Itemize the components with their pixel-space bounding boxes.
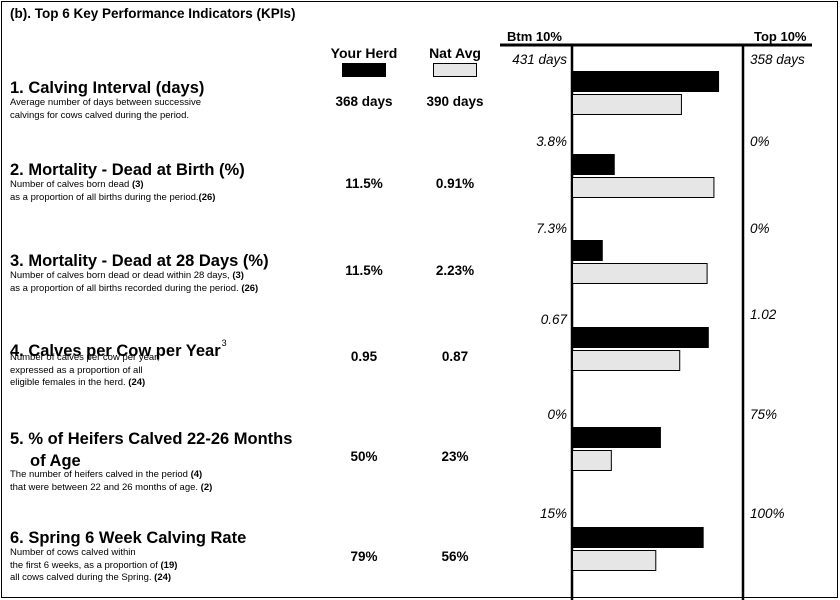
- kpi-title: 4. Calves per Cow per Year3: [10, 338, 227, 360]
- kpi-description-line: expressed as a proportion of all: [10, 364, 143, 376]
- kpi-description-line: that were between 22 and 26 months of ag…: [10, 481, 213, 493]
- top-10-percent-label: 1.02: [750, 307, 777, 322]
- kpi-title: 1. Calving Interval (days): [10, 79, 205, 97]
- kpi-title-superscript: 3: [221, 338, 227, 348]
- your-herd-value: 50%: [350, 449, 378, 464]
- your-herd-legend-swatch: [342, 63, 386, 77]
- kpi-description-line: Average number of days between successiv…: [10, 97, 201, 108]
- top-10-percent-label: 0%: [750, 134, 770, 149]
- nat-avg-value: 0.87: [441, 349, 469, 364]
- panel-title: (b). Top 6 Key Performance Indicators (K…: [10, 6, 296, 21]
- nat-avg-value: 0.91%: [435, 176, 475, 191]
- kpi-description-line: all cows calved during the Spring. (24): [10, 572, 172, 583]
- your-herd-value: 11.5%: [345, 176, 383, 191]
- nat-avg-bar: [572, 550, 657, 571]
- nat-avg-bar: [572, 350, 681, 371]
- kpi-description: Number of cows calved within the first 6…: [10, 547, 177, 585]
- bottom-10-percent-label: 0%: [547, 407, 567, 422]
- nat-avg-value: 390 days: [426, 94, 484, 109]
- bottom-10-percent-label: 0.67: [541, 312, 568, 327]
- kpi-description-line: the first 6 weeks, as a proportion of (1…: [10, 559, 178, 571]
- your-herd-bar: [572, 327, 709, 348]
- your-herd-value: 79%: [350, 549, 378, 564]
- kpi-title: 6. Spring 6 Week Calving Rate: [10, 529, 247, 547]
- bottom-10-percent-label: 7.3%: [536, 221, 567, 236]
- kpi-description-line: as a proportion of all births during the…: [10, 191, 216, 203]
- kpi-description: The number of heifers calved in the peri…: [10, 469, 212, 494]
- nat-avg-bar: [572, 450, 612, 471]
- kpi-description-line: eligible females in the herd. (24): [10, 377, 146, 388]
- top-10-percent-label: 0%: [750, 221, 770, 236]
- kpi-description-line: Number of calves born dead or dead withi…: [10, 270, 244, 281]
- nat-avg-bar: [572, 263, 708, 284]
- top-10-percent-label: 75%: [750, 407, 777, 422]
- your-herd-column-header: Your Herd: [330, 45, 398, 61]
- nat-avg-bar: [572, 94, 682, 115]
- kpi-description-line: as a proportion of all births recorded d…: [10, 282, 259, 294]
- kpi-description-line: Number of cows calved within: [10, 547, 136, 558]
- your-herd-bar: [572, 240, 603, 261]
- kpi-description-line: Number of calves per cow per year,: [10, 352, 160, 363]
- kpi-title: 5. % of Heifers Calved 22-26 Months: [10, 430, 293, 448]
- nat-avg-value: 23%: [441, 449, 469, 464]
- your-herd-value: 11.5%: [345, 263, 383, 278]
- kpi-description: Average number of days between successiv…: [10, 97, 201, 122]
- nat-avg-value: 2.23%: [435, 263, 475, 278]
- nat-avg-value: 56%: [441, 549, 469, 564]
- kpi-title: 2. Mortality - Dead at Birth (%): [10, 161, 245, 179]
- nat-avg-bar: [572, 177, 715, 198]
- kpi-description-line: The number of heifers calved in the peri…: [10, 469, 203, 480]
- nat-avg-legend-swatch: [433, 63, 477, 77]
- top-10-percent-header: Top 10%: [754, 29, 807, 44]
- kpi-description-line: calvings for cows calved during the peri…: [10, 109, 190, 121]
- your-herd-bar: [572, 427, 661, 448]
- your-herd-bar: [572, 527, 704, 548]
- your-herd-bar: [572, 154, 615, 175]
- bottom-10-percent-header: Btm 10%: [507, 29, 562, 44]
- your-herd-value: 368 days: [335, 94, 393, 109]
- top-10-percent-label: 358 days: [750, 52, 805, 67]
- kpi-title: 3. Mortality - Dead at 28 Days (%): [10, 252, 269, 270]
- your-herd-bar: [572, 71, 720, 92]
- kpi-title-continuation: of Age: [30, 452, 81, 470]
- kpi-description-line: Number of calves born dead (3): [10, 179, 144, 190]
- top-10-percent-label: 100%: [750, 506, 785, 521]
- kpi-description: Number of calves born dead or dead withi…: [10, 270, 258, 295]
- nat-avg-column-header: Nat Avg: [429, 45, 481, 61]
- your-herd-value: 0.95: [350, 349, 378, 364]
- kpi-description: Number of calves born dead (3) as a prop…: [10, 179, 215, 204]
- bottom-10-percent-label: 15%: [540, 506, 567, 521]
- bottom-10-percent-label: 431 days: [512, 52, 567, 67]
- kpi-description: Number of calves per cow per year, expre…: [10, 352, 159, 390]
- bottom-10-percent-label: 3.8%: [536, 134, 567, 149]
